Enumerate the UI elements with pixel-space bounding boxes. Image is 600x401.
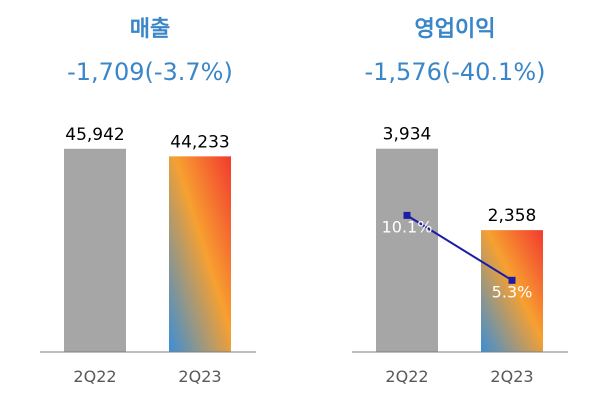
revenue-tick-labels: 2Q22 2Q23 [73, 367, 221, 386]
operating-profit-title: 영업이익 [415, 17, 496, 42]
operating-profit-bar-2q23 [481, 230, 543, 352]
operating-profit-tick-label: 2Q22 [385, 367, 428, 386]
margin-label: 10.1% [382, 217, 433, 236]
margin-label: 5.3% [492, 282, 533, 301]
revenue-title: 매출 [130, 17, 170, 42]
margin-line [406, 214, 513, 282]
margin-point [508, 276, 516, 284]
revenue-value-label: 44,233 [170, 132, 229, 152]
revenue-panel: 매출 -1,709(-3.7%) 45,942 44,233 2Q22 2Q23 [40, 17, 256, 386]
operating-profit-change: -1,576(-40.1%) [365, 58, 546, 86]
operating-profit-value-label: 3,934 [383, 125, 432, 145]
operating-profit-tick-label: 2Q23 [490, 367, 533, 386]
operating-profit-bar-2q22 [376, 148, 438, 352]
operating-profit-tick-labels: 2Q22 2Q23 [385, 367, 533, 386]
revenue-bars: 45,942 44,233 [64, 125, 231, 352]
revenue-bar-2q23 [169, 156, 231, 352]
margin-point [403, 211, 411, 219]
margin-line-series: 10.1% 5.3% [382, 211, 533, 301]
operating-profit-bars: 3,934 2,358 [376, 125, 543, 352]
revenue-bar-2q22 [64, 148, 126, 352]
operating-profit-value-label: 2,358 [488, 206, 537, 226]
revenue-change: -1,709(-3.7%) [67, 58, 233, 86]
revenue-value-label: 45,942 [65, 125, 124, 145]
revenue-tick-label: 2Q23 [178, 367, 221, 386]
revenue-tick-label: 2Q22 [73, 367, 116, 386]
